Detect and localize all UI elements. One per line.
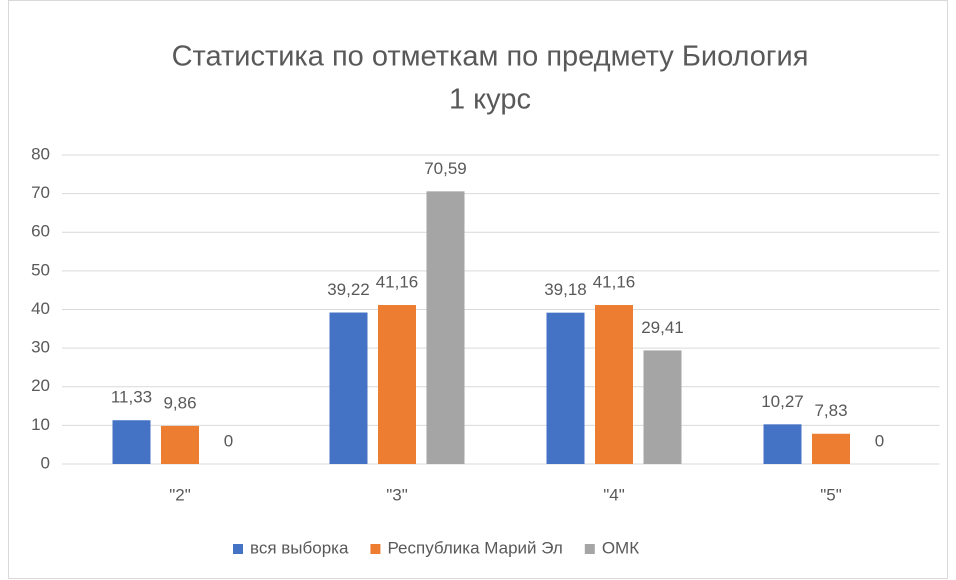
y-tick-label: 80 bbox=[31, 144, 50, 163]
value-label: 41,16 bbox=[593, 273, 636, 292]
y-tick-label: 20 bbox=[31, 376, 50, 395]
legend-label: ОМК bbox=[602, 538, 639, 557]
value-label: 39,18 bbox=[544, 280, 587, 299]
bar bbox=[595, 305, 633, 464]
x-tick-label: "4" bbox=[603, 485, 625, 504]
x-tick-label: "2" bbox=[169, 485, 191, 504]
value-label: 39,22 bbox=[327, 280, 370, 299]
y-tick-label: 40 bbox=[31, 299, 50, 318]
bar bbox=[329, 312, 368, 464]
legend-label: вся выборка bbox=[250, 538, 349, 557]
bar bbox=[812, 433, 850, 464]
x-tick-label: "5" bbox=[820, 485, 842, 504]
value-label: 29,41 bbox=[641, 318, 684, 337]
value-label: 11,33 bbox=[111, 388, 152, 407]
chart-border bbox=[8, 0, 948, 579]
bar bbox=[546, 312, 585, 464]
y-tick-label: 10 bbox=[31, 415, 50, 434]
chart-title: 1 курс bbox=[449, 84, 531, 116]
y-tick-label: 0 bbox=[41, 453, 50, 472]
y-tick-label: 50 bbox=[31, 260, 50, 279]
y-tick-label: 70 bbox=[31, 183, 50, 202]
value-label: 41,16 bbox=[376, 273, 419, 292]
bar bbox=[378, 305, 416, 464]
value-label: 10,27 bbox=[761, 392, 804, 411]
value-label: 0 bbox=[224, 431, 233, 450]
legend-swatch bbox=[584, 544, 595, 554]
bar bbox=[763, 424, 802, 464]
value-label: 7,83 bbox=[814, 401, 847, 420]
legend-swatch bbox=[370, 544, 381, 554]
y-tick-label: 60 bbox=[31, 222, 50, 241]
legend-swatch bbox=[233, 544, 243, 554]
legend-label: Республика Марий Эл bbox=[387, 538, 562, 557]
x-tick-label: "3" bbox=[386, 485, 408, 504]
bar bbox=[161, 425, 199, 464]
value-label: 70,59 bbox=[424, 159, 467, 178]
bar bbox=[643, 350, 682, 464]
bar bbox=[426, 191, 465, 464]
value-label: 0 bbox=[875, 431, 884, 450]
value-label: 9,86 bbox=[163, 393, 196, 412]
bar bbox=[112, 420, 151, 464]
chart-title: Статистика по отметкам по предмету Биоло… bbox=[172, 41, 809, 73]
y-tick-label: 30 bbox=[31, 338, 50, 357]
